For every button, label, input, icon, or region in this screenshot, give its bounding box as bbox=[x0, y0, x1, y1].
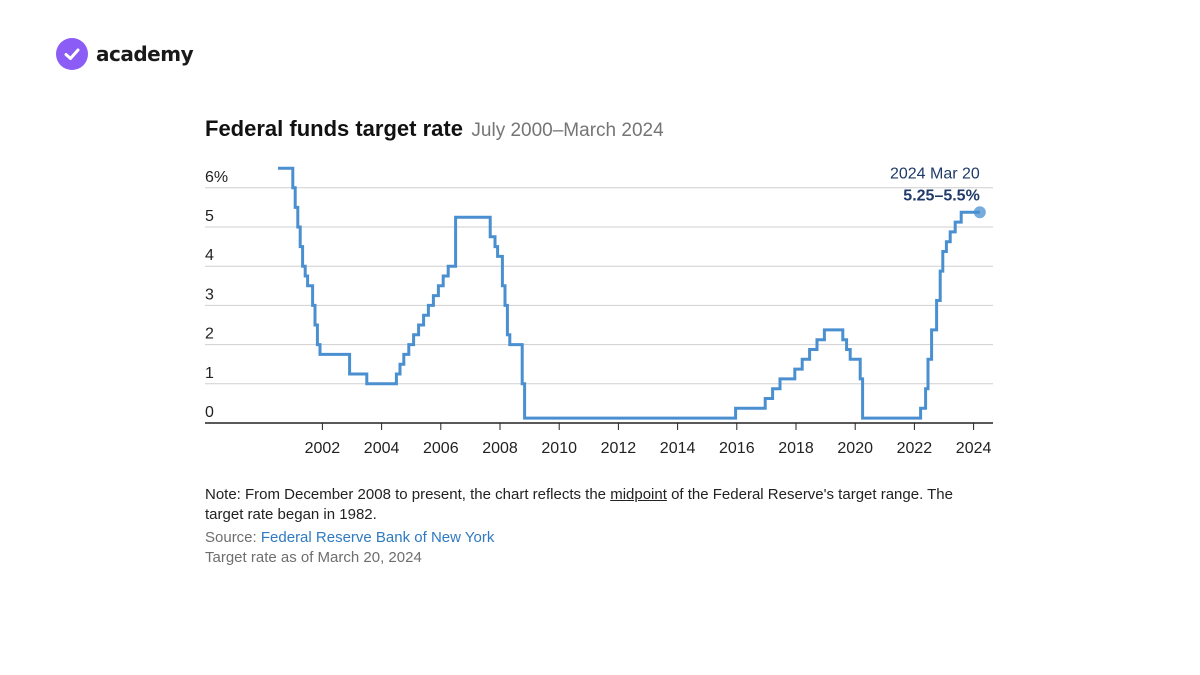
latest-rate-point bbox=[973, 206, 986, 219]
chart-heading: Federal funds target rate July 2000–Marc… bbox=[205, 116, 664, 142]
source-line: Source: Federal Reserve Bank of New York bbox=[205, 529, 494, 546]
x-tick-label: 2004 bbox=[364, 440, 400, 457]
x-tick-label: 2022 bbox=[897, 440, 933, 457]
x-tick-label: 2016 bbox=[719, 440, 755, 457]
note-midpoint-link[interactable]: midpoint bbox=[610, 486, 667, 503]
source-label: Source: bbox=[205, 529, 261, 546]
y-tick-label: 1 bbox=[205, 365, 214, 382]
academy-logo[interactable]: academy bbox=[56, 38, 194, 70]
chart-note: Note: From December 2008 to present, the… bbox=[205, 485, 965, 525]
note-text-start: Note: From December 2008 to present, the… bbox=[205, 486, 611, 503]
x-tick-label: 2010 bbox=[541, 440, 577, 457]
annotation-date: 2024 Mar 20 bbox=[890, 165, 980, 182]
y-tick-label: 4 bbox=[205, 247, 214, 264]
y-tick-label: 0 bbox=[205, 404, 214, 421]
chart-title: Federal funds target rate bbox=[205, 116, 463, 141]
x-tick-label: 2012 bbox=[601, 440, 637, 457]
as-of-note: Target rate as of March 20, 2024 bbox=[205, 549, 422, 566]
y-tick-label: 5 bbox=[205, 208, 214, 225]
source-link[interactable]: Federal Reserve Bank of New York bbox=[260, 529, 495, 546]
y-tick-label: 6% bbox=[205, 169, 228, 186]
rate-line bbox=[278, 166, 980, 420]
annotation-value: 5.25–5.5% bbox=[903, 187, 980, 204]
x-tick-label: 2014 bbox=[660, 440, 696, 457]
x-tick-label: 2008 bbox=[482, 440, 518, 457]
logo-wordmark: academy bbox=[96, 42, 194, 66]
x-tick-label: 2006 bbox=[423, 440, 459, 457]
x-tick-label: 2002 bbox=[305, 440, 341, 457]
note-text-end: of the Federal Reserve's target range. T… bbox=[205, 486, 953, 523]
y-tick-label: 3 bbox=[205, 286, 214, 303]
check-badge-icon bbox=[56, 38, 88, 70]
chart-subtitle: July 2000–March 2024 bbox=[471, 120, 664, 141]
x-tick-label: 2020 bbox=[837, 440, 873, 457]
x-tick-label: 2024 bbox=[956, 440, 992, 457]
y-tick-label: 2 bbox=[205, 326, 214, 343]
x-tick-label: 2018 bbox=[778, 440, 814, 457]
